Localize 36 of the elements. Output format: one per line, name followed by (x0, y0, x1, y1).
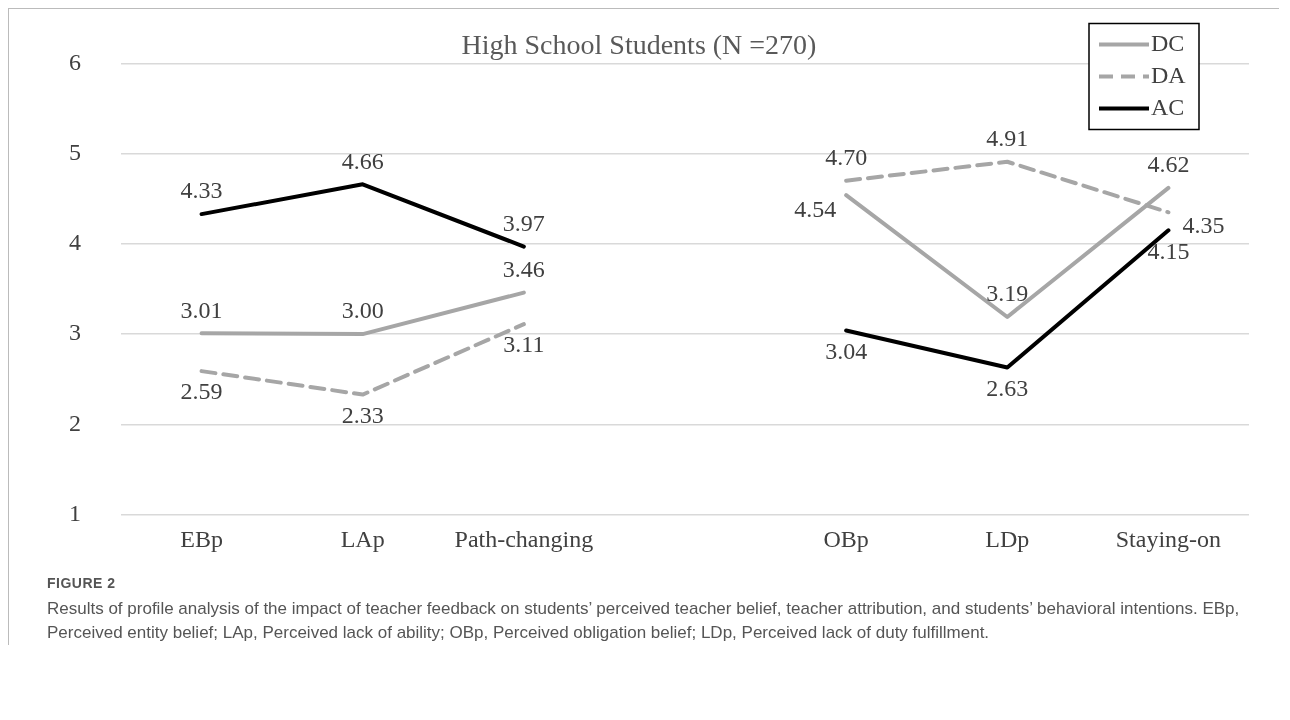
y-tick-label: 4 (69, 229, 81, 256)
data-label: 2.33 (341, 401, 384, 428)
data-label: 3.00 (341, 297, 384, 324)
x-tick-label: EBp (180, 526, 223, 553)
x-tick-label: LAp (340, 526, 385, 553)
data-label: 3.04 (825, 337, 868, 364)
data-label: 4.54 (794, 196, 837, 223)
data-label: 3.11 (503, 331, 545, 358)
x-tick-label: LDp (985, 526, 1030, 553)
data-label: 2.63 (986, 374, 1029, 401)
x-tick-label: Path-changing (454, 526, 594, 553)
legend-label: AC (1151, 93, 1185, 120)
data-label: 4.15 (1147, 237, 1190, 264)
y-tick-label: 3 (69, 319, 81, 346)
data-label: 4.33 (180, 177, 223, 204)
data-label: 4.62 (1147, 151, 1190, 178)
data-label: 4.66 (341, 147, 384, 174)
legend-label: DC (1151, 29, 1185, 56)
data-label: 3.01 (180, 296, 223, 323)
y-tick-label: 2 (69, 409, 81, 436)
data-label: 4.35 (1182, 211, 1225, 238)
data-label: 4.70 (825, 144, 868, 171)
text: Results of profile analysis of the impact of teacher feedback on students’ perceived teacher belief, teacher attribution, and students’ behavioral intentions. EBp, Perceived entity belief; LAp, Perceived lack of ability; OBp, Perceived obligation belief; LDp, Perceived lack of duty fulfillment. (47, 598, 1241, 644)
y-tick-label: 5 (69, 138, 81, 165)
legend-label: DA (1151, 61, 1187, 88)
data-label: 3.46 (502, 255, 545, 282)
data-label: 4.91 (986, 125, 1029, 152)
x-tick-label: OBp (823, 526, 869, 553)
data-label: 3.19 (986, 280, 1029, 307)
caption: FIGURE 2 (47, 575, 117, 591)
data-label: 3.97 (502, 209, 545, 236)
y-tick-label: 6 (69, 48, 81, 75)
y-tick-label: 1 (69, 499, 81, 526)
data-label: 2.59 (180, 378, 223, 405)
chart-title: High School Students (N =270) (461, 28, 817, 60)
x-tick-label: Staying-on (1115, 526, 1222, 553)
